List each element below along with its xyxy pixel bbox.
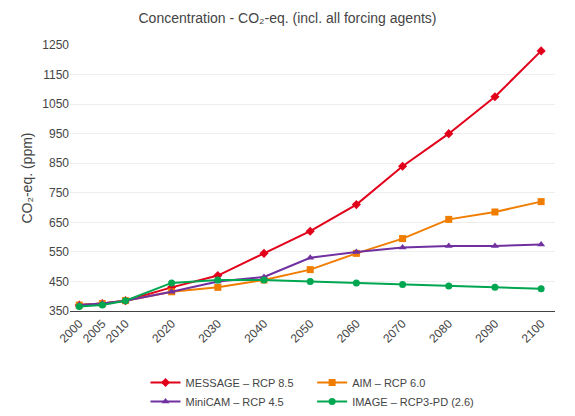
svg-text:2060: 2060 bbox=[334, 317, 363, 346]
svg-text:2090: 2090 bbox=[473, 317, 502, 346]
svg-text:2080: 2080 bbox=[426, 317, 455, 346]
svg-text:2030: 2030 bbox=[195, 317, 224, 346]
svg-text:IMAGE – RCP3-PD (2.6): IMAGE – RCP3-PD (2.6) bbox=[352, 396, 474, 408]
svg-text:350: 350 bbox=[49, 304, 69, 318]
svg-text:2005: 2005 bbox=[80, 317, 109, 346]
svg-text:1250: 1250 bbox=[42, 38, 69, 52]
svg-text:950: 950 bbox=[49, 127, 69, 141]
svg-text:MiniCAM – RCP 4.5: MiniCAM – RCP 4.5 bbox=[186, 396, 284, 408]
svg-text:2040: 2040 bbox=[242, 317, 271, 346]
svg-text:2100: 2100 bbox=[519, 317, 548, 346]
svg-text:650: 650 bbox=[49, 216, 69, 230]
svg-text:1150: 1150 bbox=[43, 68, 69, 82]
svg-text:1050: 1050 bbox=[42, 97, 69, 111]
svg-text:2020: 2020 bbox=[149, 317, 178, 346]
svg-text:450: 450 bbox=[49, 275, 69, 289]
svg-text:850: 850 bbox=[49, 156, 69, 170]
svg-text:CO₂-eq. (ppm): CO₂-eq. (ppm) bbox=[19, 132, 35, 223]
svg-text:2070: 2070 bbox=[380, 317, 409, 346]
svg-text:AIM – RCP 6.0: AIM – RCP 6.0 bbox=[352, 377, 425, 389]
svg-text:550: 550 bbox=[49, 245, 69, 259]
svg-text:2050: 2050 bbox=[288, 317, 317, 346]
svg-text:750: 750 bbox=[49, 186, 69, 200]
svg-text:2010: 2010 bbox=[103, 317, 132, 346]
svg-text:MESSAGE – RCP 8.5: MESSAGE – RCP 8.5 bbox=[186, 377, 294, 389]
svg-text:2000: 2000 bbox=[57, 317, 86, 346]
svg-text:Concentration - CO₂-eq. (incl.: Concentration - CO₂-eq. (incl. all forci… bbox=[138, 10, 436, 26]
